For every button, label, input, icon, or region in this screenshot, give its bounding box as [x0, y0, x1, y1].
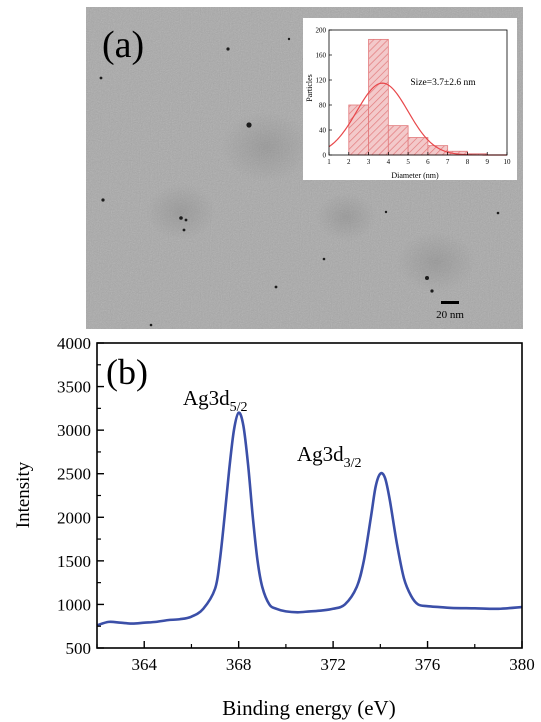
xps-frame — [96, 342, 523, 649]
xps-y-tick-label: 3500 — [57, 378, 91, 397]
nanoparticle — [425, 276, 429, 280]
xps-spectrum-line — [96, 411, 523, 627]
nanoparticle — [246, 122, 252, 128]
inset-x-tick-label: 1 — [327, 158, 331, 166]
nanoparticle — [287, 37, 291, 41]
inset-frame — [328, 29, 508, 156]
panel-a-label: (a) — [102, 24, 144, 66]
inset-y-tick-label: 200 — [316, 27, 327, 35]
nanoparticle — [274, 285, 278, 289]
nanoparticle — [182, 228, 186, 232]
inset-x-tick-label: 9 — [485, 158, 489, 166]
xps-y-tick-label: 1000 — [57, 595, 91, 614]
xps-y-tick-label: 2000 — [57, 508, 91, 527]
peak-label-ag3d32: Ag3d3/2 — [297, 442, 362, 471]
inset-x-tick-label: 7 — [446, 158, 450, 166]
tem-blot — [146, 184, 216, 240]
xps-x-tick-label: 364 — [131, 655, 157, 674]
tem-image-panel: (a) 20 nm 1 2 3 4 5 6 7 8 9 10 0 40 80 120 160 200 Size… — [86, 7, 523, 329]
xps-spectrum-panel: 364 368 372 376 380 500 1000 1500 2000 2500 3000 35… — [13, 334, 535, 720]
xps-y-tick-label: 2500 — [57, 465, 91, 484]
inset-annotation: Size=3.7±2.6 nm — [410, 78, 476, 88]
xps-y-tick-label: 4000 — [57, 334, 91, 353]
nanoparticle — [149, 323, 153, 327]
nanoparticle — [101, 198, 105, 202]
inset-y-tick-label: 160 — [316, 52, 327, 60]
nanoparticle — [430, 289, 434, 293]
peak-label-ag3d32-main: Ag3d — [297, 442, 344, 466]
xps-y-tick-label: 1500 — [57, 552, 91, 571]
inset-y-tick-label: 80 — [319, 102, 327, 110]
inset-x-tick-label: 6 — [426, 158, 430, 166]
size-distribution-inset: 1 2 3 4 5 6 7 8 9 10 0 40 80 120 160 200 Size=3.7±2.6 n… — [303, 18, 517, 180]
xps-x-tick-label: 380 — [509, 655, 535, 674]
xps-y-tick-label: 3000 — [57, 421, 91, 440]
histogram-bar — [348, 104, 369, 156]
histogram-bar — [387, 125, 409, 156]
nanoparticle — [496, 211, 500, 215]
scale-bar — [441, 301, 459, 304]
inset-x-tick-label: 3 — [367, 158, 371, 166]
nanoparticle — [184, 218, 188, 222]
peak-label-ag3d32-sub: 3/2 — [344, 456, 362, 471]
histogram-bar — [407, 137, 429, 156]
peak-label-ag3d52-main: Ag3d — [183, 386, 230, 410]
peak-label-ag3d52-sub: 5/2 — [230, 400, 248, 415]
tem-blot — [396, 232, 476, 292]
inset-x-tick-label: 4 — [387, 158, 391, 166]
inset-plot-area: 1 2 3 4 5 6 7 8 9 10 0 40 80 120 160 200 — [316, 27, 512, 167]
xps-y-axis-label: Intensity — [13, 461, 34, 528]
tem-blot — [316, 193, 376, 241]
inset-y-axis-label: Particles — [305, 74, 314, 102]
inset-y-tick-label: 120 — [316, 77, 327, 85]
xps-x-tick-label: 368 — [226, 655, 252, 674]
xps-plot-area: 364 368 372 376 380 500 1000 1500 2000 2500 3000 35… — [57, 334, 535, 674]
xps-x-axis-label: Binding energy (eV) — [222, 696, 395, 720]
panel-b-label: (b) — [106, 352, 148, 392]
nanoparticle — [99, 76, 103, 80]
inset-background — [303, 18, 517, 180]
tem-blot — [221, 112, 311, 182]
nanoparticle — [322, 257, 326, 261]
inset-y-tick-label: 40 — [319, 127, 327, 135]
inset-x-tick-label: 10 — [504, 158, 512, 166]
xps-y-tick-label: 500 — [66, 639, 92, 658]
peak-label-ag3d52: Ag3d5/2 — [183, 386, 248, 415]
inset-x-tick-label: 5 — [406, 158, 410, 166]
inset-y-tick-label: 0 — [323, 152, 327, 160]
inset-x-axis-label: Diameter (nm) — [391, 171, 439, 180]
inset-x-tick-label: 2 — [347, 158, 351, 166]
nanoparticle — [384, 210, 388, 214]
nanoparticle — [226, 47, 230, 51]
histogram-bar — [427, 145, 449, 156]
nanoparticle — [179, 216, 183, 220]
inset-x-tick-label: 8 — [466, 158, 470, 166]
scale-bar-label: 20 nm — [436, 309, 464, 321]
histogram-bar — [368, 38, 389, 156]
xps-x-tick-label: 372 — [320, 655, 346, 674]
xps-x-tick-label: 376 — [415, 655, 441, 674]
